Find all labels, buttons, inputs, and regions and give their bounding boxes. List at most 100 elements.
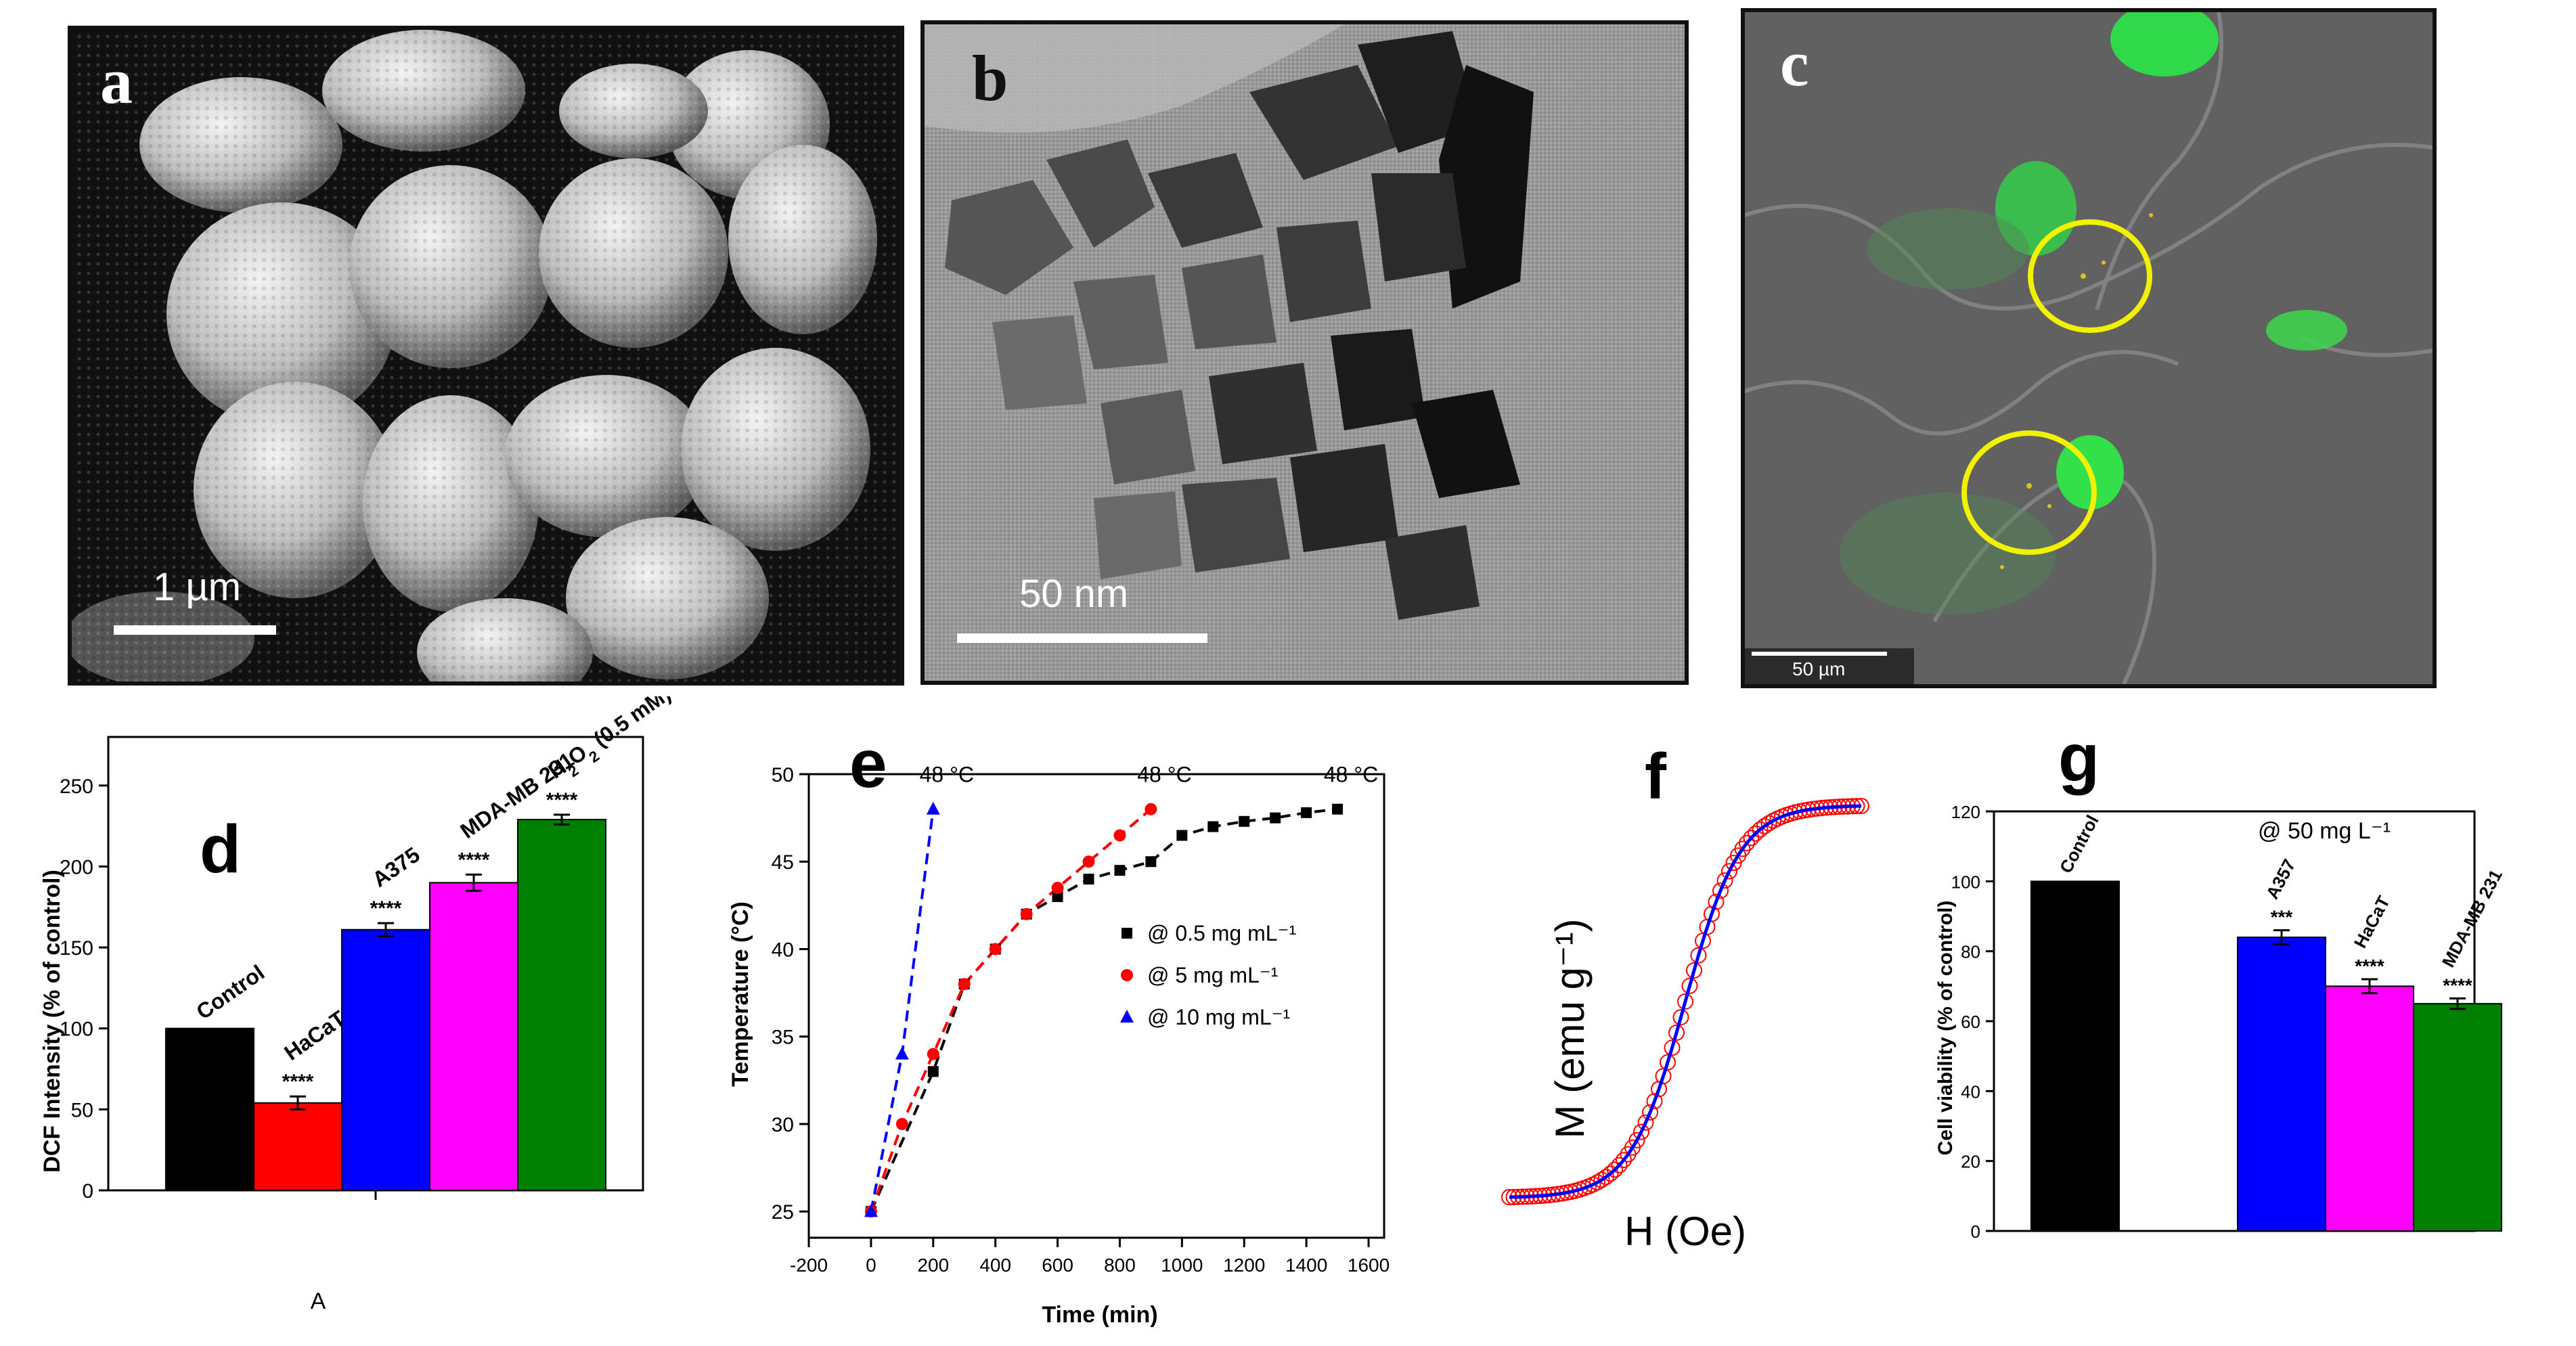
chart-f-data-circle	[1616, 1152, 1632, 1169]
chart-d-category-label-0: Control	[192, 960, 269, 1025]
chart-g-bar-3	[2413, 1003, 2502, 1232]
chart-e-point-0	[1301, 807, 1312, 818]
chart-e-legend-label-1: @ 5 mg mL⁻¹	[1147, 963, 1278, 987]
chart-f-data-circle	[1681, 977, 1698, 994]
sem-particles-picture	[72, 30, 900, 681]
chart-f-data-circle	[1672, 1009, 1689, 1026]
chart-g-bar-2	[2325, 985, 2414, 1232]
chart-g-ytick-label: 60	[1961, 1012, 1980, 1032]
chart-e-ytick-label: 45	[772, 851, 794, 874]
chart-d-ytick-label: 0	[82, 1180, 93, 1203]
chart-e-point-0	[1270, 812, 1281, 824]
chart-e-ylabel: Temperature (°C)	[728, 901, 753, 1087]
chart-e-point-0	[1239, 815, 1250, 827]
chart-f-data-circle	[1756, 817, 1773, 834]
chart-e-ytick-label: 30	[772, 1114, 794, 1136]
chart-e-point-1	[1082, 855, 1095, 868]
chart-f-magnetization: f M (emu g⁻¹) H (Oe)	[1501, 740, 1869, 1254]
chart-e-point-2	[895, 1046, 909, 1060]
chart-e-point-1	[1145, 803, 1157, 815]
chart-f-data-circle	[1677, 993, 1693, 1010]
chart-f-data-circle	[1760, 815, 1777, 832]
chart-g-significance-2: ****	[2355, 956, 2384, 977]
chart-d-bar-3	[429, 882, 518, 1191]
chart-g-bar-0	[2030, 880, 2120, 1232]
chart-f-ylabel: M (emu g⁻¹)	[1547, 918, 1593, 1138]
chart-f-data-circle	[1611, 1157, 1628, 1173]
chart-g-viability: g Cell viability (% of control) @ 50 mg …	[1934, 720, 2506, 1242]
chart-d-significance-2: ****	[370, 897, 402, 920]
chart-e-fit-line-2	[869, 809, 935, 1212]
chart-e-point-0	[1176, 830, 1188, 841]
chart-g-category-label-1: A357	[2262, 856, 2300, 903]
chart-d-significance-3: ****	[458, 849, 490, 871]
chart-d-significance-1: ****	[282, 1071, 314, 1093]
panel-d-letter: d	[200, 811, 241, 887]
chart-g-ytick-label: 0	[1971, 1221, 1980, 1242]
chart-e-legend-marker-0	[1122, 928, 1132, 939]
chart-f-data-circle	[1646, 1093, 1663, 1110]
chart-e-point-0	[1332, 803, 1343, 815]
chart-e-point-1	[1051, 882, 1064, 895]
chart-f-data-circle	[1690, 947, 1707, 964]
chart-f-data-circle	[1752, 821, 1769, 838]
panel-e-letter: e	[849, 726, 887, 802]
chart-f-data-circle	[1628, 1131, 1645, 1148]
panel-g-letter: g	[2058, 720, 2100, 796]
chart-e-annotation-2: 48 °C	[1324, 763, 1378, 787]
chart-d-category-label-1: HaCaT	[280, 1006, 350, 1065]
chart-f-data-circle	[1686, 962, 1702, 979]
yellow-circle-markers	[1961, 219, 2152, 555]
chart-d-ytick-label: 100	[60, 1018, 93, 1041]
chart-f-data-circle	[1704, 905, 1720, 922]
chart-f-data-circle	[1589, 1174, 1605, 1191]
chart-e-xlabel: Time (min)	[1042, 1302, 1157, 1328]
tem-cluster	[945, 31, 1534, 620]
chart-e-point-1	[1113, 829, 1126, 842]
chart-e-fit-line-1	[870, 808, 1152, 1212]
chart-e-xtick-label: 1200	[1223, 1255, 1265, 1276]
chart-e-annotation-1: 48 °C	[1137, 763, 1191, 787]
chart-g-category-label-3: MDA-MB 231	[2438, 866, 2506, 970]
chart-f-data-circle	[1602, 1165, 1619, 1182]
chart-g-ylabel: Cell viability (% of control)	[1934, 901, 1957, 1156]
scale-label-c: 50 µm	[1792, 658, 1846, 679]
chart-e-xtick-label: 0	[866, 1255, 876, 1276]
chart-d-category-label-4: H2O2 (0.5 mM)	[543, 696, 679, 789]
chart-e-point-0	[1114, 865, 1126, 876]
chart-f-data-circle	[1743, 830, 1760, 847]
chart-e-legend-label-0: @ 0.5 mg mL⁻¹	[1147, 921, 1296, 945]
chart-e-xtick-label: 800	[1104, 1255, 1136, 1276]
chart-d-bar-1	[253, 1102, 342, 1191]
chart-f-data-circle	[1712, 882, 1729, 899]
chart-g-ytick-label: 40	[1961, 1081, 1980, 1102]
chart-e-frame	[807, 773, 1385, 1239]
chart-e-point-1	[958, 978, 971, 991]
chart-e-ytick-label: 25	[772, 1201, 794, 1224]
chart-d-ylabel: DCF Intensity (% of control)	[39, 870, 65, 1173]
fluorescence-cells-picture	[1745, 12, 2433, 684]
chart-e-xtick-label: -200	[790, 1255, 828, 1276]
chart-e-point-0	[1207, 821, 1219, 832]
chart-e-ytick-label: 50	[772, 764, 794, 786]
chart-d-ytick-label: 250	[60, 776, 93, 798]
chart-e-legend-label-2: @ 10 mg mL⁻¹	[1147, 1005, 1290, 1029]
chart-e-ytick-label: 40	[772, 939, 794, 961]
chart-e-temperature: e Temperature (°C) Time (min) 25 30 35 40 45…	[728, 726, 1390, 1328]
chart-g-ytick-label: 100	[1951, 872, 1980, 892]
panel-a-letter: a	[100, 45, 133, 117]
chart-g-significance-3: ****	[2443, 974, 2472, 995]
chart-d-xlabel: A	[311, 1288, 326, 1314]
chart-e-legend-marker-2	[1120, 1010, 1134, 1023]
chart-e-point-1	[895, 1117, 908, 1130]
chart-g-bar-1	[2237, 937, 2326, 1232]
chart-f-data-circle	[1734, 840, 1751, 857]
chart-f-data-circle	[1721, 863, 1737, 880]
chart-e-point-1	[1020, 907, 1033, 920]
chart-e-xtick-label: 600	[1042, 1255, 1073, 1276]
chart-e-xtick-label: 1400	[1285, 1255, 1327, 1276]
chart-f-data-circle	[1642, 1104, 1658, 1121]
chart-f-data-circle	[1668, 1025, 1685, 1041]
sem-image-panel: a 1 µm	[68, 26, 904, 686]
chart-e-xtick-label: 1000	[1161, 1255, 1203, 1276]
